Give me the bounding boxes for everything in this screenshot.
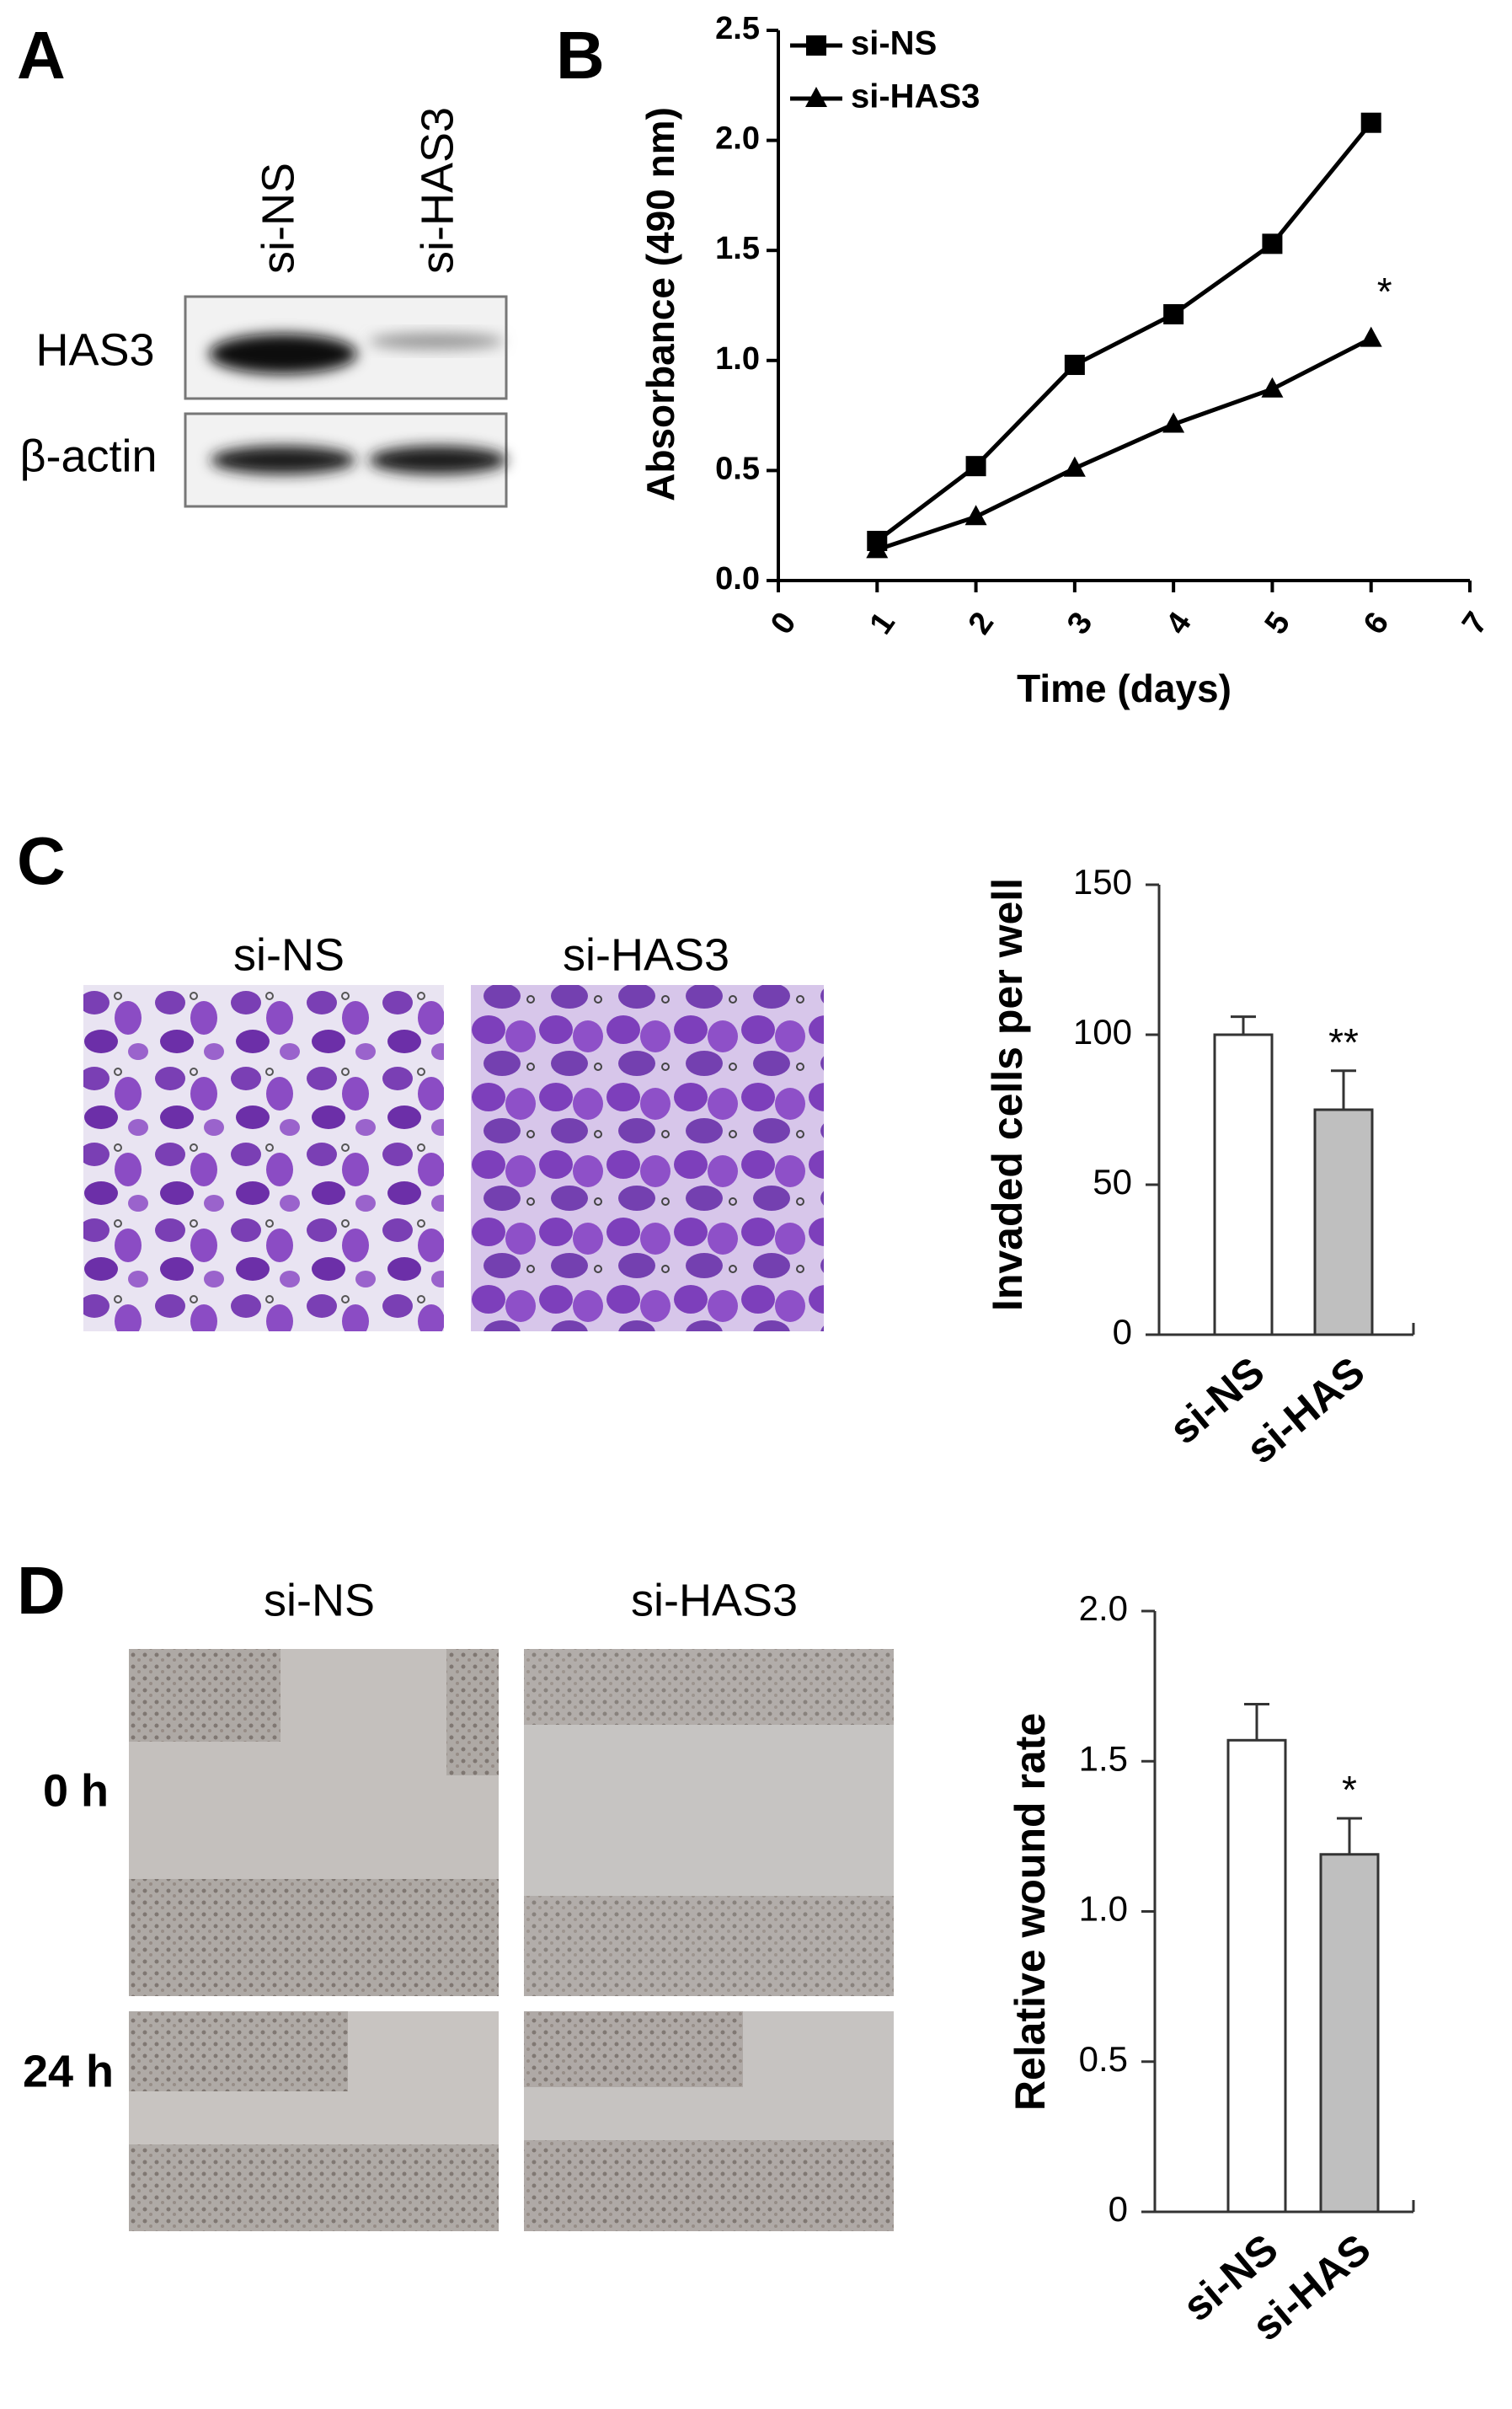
y-tick-label: 1.5 <box>715 231 760 266</box>
y-tick-label: 0 <box>1109 2189 1128 2229</box>
invasion-image <box>471 985 824 1331</box>
y-tick-label: 0 <box>1113 1312 1132 1352</box>
invasion-image <box>83 985 444 1331</box>
error-bar <box>1337 1817 1362 1855</box>
wound-image <box>524 2011 894 2231</box>
legend-marker <box>806 35 826 56</box>
x-tick-label: 1 <box>863 606 902 640</box>
x-axis-label: Time (days) <box>1017 666 1232 710</box>
y-tick-label: 1.0 <box>715 341 760 377</box>
time-label: 24 h <box>23 2046 114 2096</box>
marker <box>1064 355 1085 376</box>
panel-label: A <box>17 18 66 93</box>
bar <box>1226 1738 1287 2214</box>
row-label: β-actin <box>19 431 157 481</box>
row-label: HAS3 <box>35 324 154 375</box>
y-tick-label: 0.0 <box>715 561 760 597</box>
marker <box>1163 303 1184 324</box>
blot-band <box>369 446 507 474</box>
y-axis-label: Absorbance (490 nm) <box>638 107 682 501</box>
annotation: ** <box>1328 1020 1359 1064</box>
x-tick-label: 5 <box>1258 606 1298 640</box>
x-tick-label: 2 <box>962 606 1002 640</box>
bar <box>1213 1033 1274 1336</box>
y-tick-label: 150 <box>1073 862 1132 902</box>
wound-image <box>524 1649 894 1996</box>
y-tick-label: 2.0 <box>1079 1588 1128 1628</box>
y-tick-label: 0.5 <box>715 451 760 486</box>
y-axis-label: Invaded cells per well <box>984 878 1031 1311</box>
x-tick-label: 3 <box>1061 606 1100 640</box>
time-label: 0 h <box>43 1765 109 1816</box>
marker <box>866 538 889 559</box>
y-tick-label: 1.5 <box>1079 1738 1128 1778</box>
y-tick-label: 2.5 <box>715 11 760 46</box>
marker <box>1162 412 1185 433</box>
annotation: * <box>1342 1768 1357 1812</box>
x-tick-label: 7 <box>1456 606 1495 640</box>
image-label: si-NS <box>264 1575 375 1625</box>
bar <box>1313 1108 1374 1336</box>
blot-band <box>369 333 504 350</box>
wound-image <box>129 2011 499 2231</box>
panel-label: C <box>17 823 66 898</box>
x-tick-label: 0 <box>764 606 804 640</box>
marker <box>1063 456 1086 477</box>
blot-band <box>209 334 357 374</box>
image-label: si-NS <box>233 929 345 980</box>
image-label: si-HAS3 <box>563 929 729 980</box>
marker <box>1262 233 1283 254</box>
y-axis-label: Relative wound rate <box>1007 1713 1054 2111</box>
series-line <box>876 336 1372 552</box>
series-line <box>875 121 1373 543</box>
legend-marker <box>805 87 827 107</box>
y-tick-label: 100 <box>1073 1012 1132 1052</box>
error-bar <box>1331 1069 1356 1110</box>
x-tick-label: 4 <box>1159 606 1199 640</box>
error-bar <box>1244 1703 1269 1741</box>
error-bar <box>1231 1015 1256 1035</box>
y-tick-label: 1.0 <box>1079 1889 1128 1929</box>
marker <box>965 456 986 477</box>
legend-label: si-HAS3 <box>851 78 980 115</box>
marker <box>964 505 987 526</box>
wound-image <box>129 1649 499 1996</box>
lane-label: si-HAS3 <box>412 107 462 274</box>
bar <box>1319 1853 1380 2214</box>
image-label: si-HAS3 <box>631 1575 798 1625</box>
panel-label: D <box>17 1553 66 1628</box>
marker <box>1360 326 1382 347</box>
marker <box>1261 377 1284 398</box>
y-tick-label: 50 <box>1093 1162 1132 1202</box>
y-tick-label: 0.5 <box>1079 2039 1128 2079</box>
legend-label: si-NS <box>851 25 937 62</box>
blot-band <box>211 446 355 474</box>
x-tick-label: 6 <box>1357 606 1397 640</box>
panel-label: B <box>556 18 605 93</box>
lane-label: si-NS <box>253 163 303 274</box>
y-tick-label: 2.0 <box>715 121 760 157</box>
annotation: * <box>1377 270 1392 313</box>
marker <box>1360 112 1381 133</box>
